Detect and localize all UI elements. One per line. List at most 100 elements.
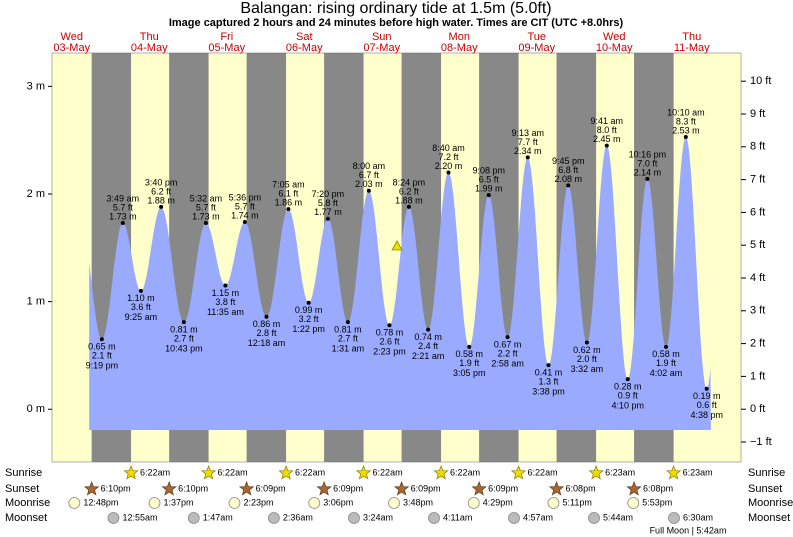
now-marker <box>391 240 403 251</box>
y-tick-label: 2 m <box>27 188 45 200</box>
tide-point <box>159 204 164 209</box>
tide-label: 5.7 ft <box>235 201 256 211</box>
tide-label: 2.08 m <box>554 174 582 184</box>
tide-label: 3:40 pm <box>145 177 178 187</box>
tide-label: 1.15 m <box>212 288 240 298</box>
moonset-icon <box>267 512 280 524</box>
tide-label: 9:25 am <box>125 312 158 322</box>
sunset-icon <box>471 480 487 496</box>
moonrise-time: 12:48pm <box>83 497 118 507</box>
tide-label: 2.2 ft <box>498 349 519 359</box>
tide-label: 0.74 m <box>414 332 442 342</box>
tide-point <box>546 363 551 368</box>
chart-subtitle: Image captured 2 hours and 24 minutes be… <box>169 17 624 29</box>
day-name: Tue <box>527 31 546 43</box>
tide-label: 9:41 am <box>591 116 624 126</box>
tide-label: 7.0 ft <box>637 158 658 168</box>
tide-label: 6.5 ft <box>479 174 500 184</box>
day-date: 04-May <box>131 42 168 54</box>
y2-tick-label: 9 ft <box>750 108 765 120</box>
tide-label: 4:02 am <box>650 368 683 378</box>
sunset-icon <box>238 480 255 496</box>
tide-point <box>467 344 472 349</box>
moonset-icon <box>348 512 360 524</box>
tide-label: 2.4 ft <box>418 341 439 351</box>
y2-tick-label: 7 ft <box>750 174 765 186</box>
tide-point <box>664 344 669 349</box>
moonset-time: 4:57am <box>523 512 553 522</box>
row-label: Moonrise <box>748 497 793 509</box>
row-label: Sunset <box>748 483 782 495</box>
moonset-icon <box>428 512 440 524</box>
y2-tick-label: 10 ft <box>750 75 771 87</box>
sunrise-time: 6:23am <box>605 467 635 477</box>
row-label: Sunrise <box>5 467 42 479</box>
sunset-time: 6:10pm <box>101 483 131 493</box>
moonrise-icon <box>627 497 640 509</box>
moonrise-time: 4:29pm <box>483 497 513 507</box>
tide-point <box>486 193 491 198</box>
day-date: 06-May <box>286 42 323 54</box>
tide-label: 2.34 m <box>514 146 542 156</box>
tide-label: 0.62 m <box>573 345 601 355</box>
sunset-time: 6:09pm <box>333 483 363 493</box>
moonset-icon <box>668 512 680 524</box>
sunrise-icon <box>278 464 294 480</box>
tide-label: 8.3 ft <box>676 116 697 126</box>
sunrise-icon <box>355 464 372 480</box>
tide-point <box>683 134 688 139</box>
sunrise-time: 6:22am <box>218 467 248 477</box>
day-date: 10-May <box>596 42 633 54</box>
tide-point <box>286 207 291 212</box>
tide-point <box>645 176 650 181</box>
tide-label: 1.77 m <box>314 207 342 217</box>
chart-title: Balangan: rising ordinary tide at 1.5m (… <box>240 0 551 17</box>
tide-label: 1.73 m <box>192 211 220 221</box>
tide-label: 6.8 ft <box>558 165 579 175</box>
tide-label: 2.6 ft <box>379 337 400 347</box>
sunset-time: 6:09pm <box>256 483 286 493</box>
tide-point <box>446 170 451 175</box>
tide-label: 1.9 ft <box>656 358 677 368</box>
tide-label: 6.1 ft <box>278 188 299 198</box>
tide-label: 2.14 m <box>634 167 662 177</box>
y-tick-label: 3 m <box>27 80 45 92</box>
tide-label: 0.86 m <box>253 319 281 329</box>
tide-label: 0.78 m <box>376 328 404 338</box>
tide-point <box>704 386 709 391</box>
tide-label: 9:45 pm <box>552 156 585 166</box>
tide-label: 8.0 ft <box>597 125 618 135</box>
day-name: Wed <box>603 31 625 43</box>
moonrise-time: 2:23pm <box>243 497 273 507</box>
y-tick-label: 0 m <box>27 403 45 415</box>
row-label: Moonrise <box>5 497 50 509</box>
y-tick-label: 1 m <box>27 296 45 308</box>
tide-label: 2.1 ft <box>92 351 113 361</box>
tide-point <box>264 314 269 319</box>
day-date: 08-May <box>441 42 478 54</box>
tide-label: 2.0 ft <box>577 354 598 364</box>
sunrise-icon <box>665 464 682 480</box>
tide-label: 0.99 m <box>295 305 323 315</box>
y2-tick-label: 1 ft <box>750 370 765 382</box>
moonset-icon <box>588 512 600 524</box>
sunrise-icon <box>510 464 527 480</box>
tide-label: 1.99 m <box>475 183 503 193</box>
sunrise-time: 6:22am <box>528 467 558 477</box>
moonrise-icon <box>228 497 241 509</box>
sunset-icon <box>626 480 642 496</box>
sunset-icon <box>161 480 177 496</box>
tide-label: 2.7 ft <box>174 333 195 343</box>
tide-label: 2.7 ft <box>338 333 359 343</box>
tide-point <box>242 219 247 224</box>
tide-label: 3.2 ft <box>299 314 320 324</box>
sunrise-icon <box>200 464 217 480</box>
tide-label: 5.7 ft <box>113 202 134 212</box>
day-name: Thu <box>140 31 159 43</box>
tide-label: 3:32 am <box>571 364 604 374</box>
sunset-time: 6:08pm <box>643 483 673 493</box>
tide-point <box>426 327 431 332</box>
tide-point <box>203 221 208 226</box>
moonset-icon <box>187 512 200 524</box>
